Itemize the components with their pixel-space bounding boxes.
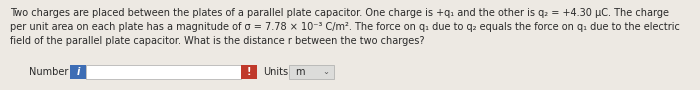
Text: i: i bbox=[76, 67, 80, 77]
Text: m: m bbox=[295, 67, 304, 77]
Text: per unit area on each plate has a magnitude of σ = 7.78 × 10⁻³ C/m². The force o: per unit area on each plate has a magnit… bbox=[10, 22, 680, 32]
Text: Two charges are placed between the plates of a parallel plate capacitor. One cha: Two charges are placed between the plate… bbox=[10, 8, 669, 18]
Text: field of the parallel plate capacitor. What is the distance r between the two ch: field of the parallel plate capacitor. W… bbox=[10, 36, 424, 46]
FancyBboxPatch shape bbox=[70, 65, 86, 79]
Text: ⌄: ⌄ bbox=[323, 68, 330, 76]
Text: Number: Number bbox=[29, 67, 68, 77]
FancyBboxPatch shape bbox=[241, 65, 257, 79]
FancyBboxPatch shape bbox=[289, 65, 334, 79]
Text: Units: Units bbox=[263, 67, 288, 77]
Text: !: ! bbox=[246, 67, 251, 77]
FancyBboxPatch shape bbox=[86, 65, 241, 79]
